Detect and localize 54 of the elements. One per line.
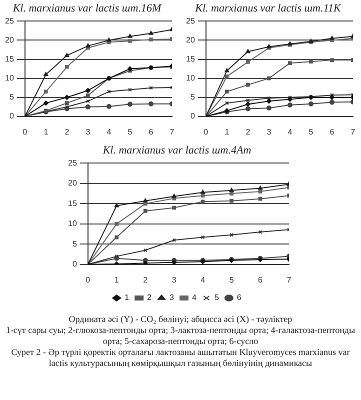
- x-tick-label: 5: [128, 127, 133, 136]
- y-tick-label: 20: [186, 35, 196, 44]
- y-tick-label: 25: [186, 16, 196, 26]
- x-tick-label: 0: [86, 275, 91, 284]
- y-tick-label: 0: [9, 112, 14, 121]
- x-tick-label: 2: [246, 127, 251, 136]
- x-tick-label: 2: [64, 127, 70, 136]
- y-tick-label: 15: [186, 54, 196, 64]
- x-tick-label: 1: [114, 275, 120, 284]
- y-tick-label: 20: [4, 35, 14, 44]
- x-tick-label: 6: [148, 127, 154, 136]
- x-tick-label: 5: [308, 127, 314, 136]
- text: 1-сүт сары суы; 2-глюкоза-пептонды орта; 3-лактоза-пептонды орта; 4-галактоза-пептонды орта; 5-сахароза-пептонды орта; 6-сусло: [4, 325, 356, 347]
- x-tick-label: 0: [22, 127, 28, 136]
- chart-title: Kl. marxianus var lactis шт.16М: [12, 2, 162, 14]
- x-tick-label: 3: [172, 275, 177, 284]
- x-tick-label: 3: [86, 127, 91, 136]
- y-tick-label: 15: [68, 198, 78, 208]
- text: Ордината әсі (Y) - CO₂ бөлінуі; абцисса әсі (X) - тәуліктер: [68, 314, 294, 325]
- y-tick-label: 25: [4, 16, 14, 26]
- x-tick-label: 4: [200, 275, 206, 284]
- y-tick-label: 20: [68, 178, 78, 188]
- legend-label: 2: [147, 293, 152, 302]
- legend-label: 6: [236, 293, 242, 302]
- x-tick-label: 1: [224, 127, 230, 136]
- y-tick-label: 0: [72, 260, 78, 269]
- x-tick-label: 1: [44, 127, 49, 136]
- y-tick-label: 25: [68, 158, 78, 168]
- y-tick-label: 10: [4, 74, 14, 83]
- x-tick-label: 7: [350, 127, 356, 136]
- y-tick-label: 5: [190, 92, 196, 102]
- y-tick-label: 10: [68, 219, 78, 228]
- y-tick-label: 5: [9, 92, 14, 102]
- chart-title: Kl. marxianus var lactis шт.4Ат: [102, 144, 252, 156]
- x-tick-label: 6: [258, 275, 264, 284]
- x-tick-label: 2: [143, 275, 148, 284]
- x-tick-label: 0: [204, 127, 209, 136]
- legend-label: 3: [170, 293, 175, 302]
- y-tick-label: 0: [190, 112, 196, 121]
- chart-title: Kl. marxianus var lactis шт.11К: [194, 2, 342, 14]
- y-tick-label: 5: [72, 239, 78, 248]
- x-tick-label: 5: [229, 275, 234, 284]
- x-tick-label: 4: [288, 127, 293, 136]
- legend-label: 4: [192, 293, 197, 302]
- text: Сурет 2 - Әр түрлі қоректік орталағы лактозаны ашытатын Kluyveromyces marxianus var lactis культурасының көмірқышқыл газының бөлінуінің динамикасы: [10, 347, 351, 369]
- x-tick-label: 7: [286, 275, 292, 284]
- legend-label: 5: [214, 293, 220, 302]
- x-tick-label: 4: [106, 127, 112, 136]
- x-tick-label: 3: [266, 127, 272, 136]
- legend-label: 1: [124, 293, 130, 302]
- y-tick-label: 10: [186, 74, 196, 83]
- y-tick-label: 15: [4, 54, 14, 64]
- x-tick-label: 6: [330, 127, 335, 136]
- x-tick-label: 7: [170, 127, 175, 136]
